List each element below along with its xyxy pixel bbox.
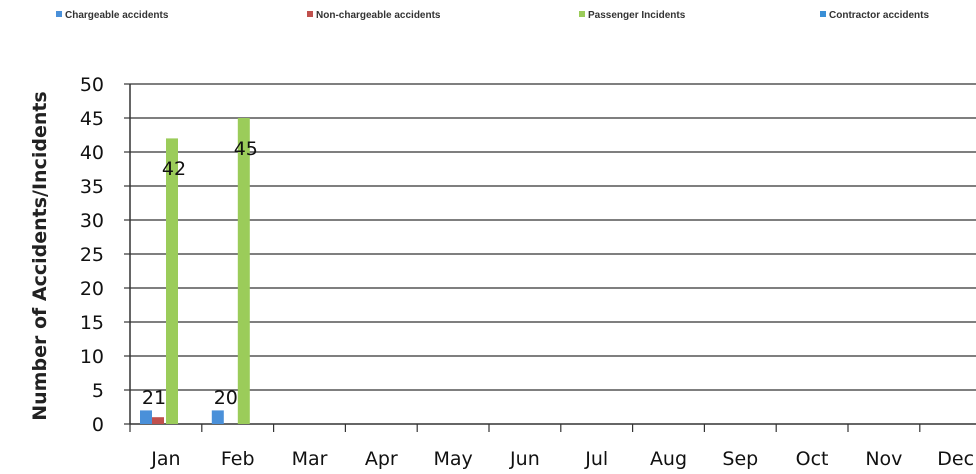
y-tick-label-25: 25 bbox=[80, 244, 104, 266]
gridlines: 0 5 10 15 20 25 30 35 40 45 50 bbox=[80, 74, 976, 436]
bar-passenger-incidents-jan bbox=[166, 138, 178, 424]
y-tick-label-5: 5 bbox=[92, 380, 104, 402]
legend-swatch-3 bbox=[579, 11, 585, 17]
x-tick-label-jul: Jul bbox=[584, 448, 608, 470]
bars bbox=[140, 118, 250, 424]
x-tick-label-nov: Nov bbox=[865, 448, 902, 470]
y-tick-label-40: 40 bbox=[80, 142, 104, 164]
legend-swatch-1 bbox=[56, 11, 62, 17]
legend-label-3: Passenger Incidents bbox=[588, 10, 686, 21]
y-tick-label-15: 15 bbox=[80, 312, 104, 334]
x-tick-label-aug: Aug bbox=[650, 448, 687, 470]
x-tick-label-jun: Jun bbox=[509, 448, 540, 470]
legend-label-1: Chargeable accidents bbox=[65, 10, 169, 21]
legend-label-2: Non-chargeable accidents bbox=[316, 10, 441, 21]
y-tick-label-35: 35 bbox=[80, 176, 104, 198]
x-tick-label-oct: Oct bbox=[796, 448, 829, 470]
y-tick-label-30: 30 bbox=[80, 210, 104, 232]
y-tick-label-50: 50 bbox=[80, 74, 104, 96]
x-tick-label-jan: Jan bbox=[150, 448, 180, 470]
x-tick-label-feb: Feb bbox=[221, 448, 255, 470]
legend: Chargeable accidents Non-chargeable accid… bbox=[56, 10, 929, 21]
bar-non-chargeable-accidents-jan bbox=[152, 417, 164, 424]
data-label-feb-4: 45 bbox=[234, 138, 258, 160]
data-label-feb-3: 20 bbox=[214, 387, 238, 409]
y-tick-label-20: 20 bbox=[80, 278, 104, 300]
x-tick-label-dec: Dec bbox=[937, 448, 974, 470]
data-label-jan-2: 42 bbox=[162, 158, 186, 180]
y-tick-label-10: 10 bbox=[80, 346, 104, 368]
axes: Jan Feb Mar Apr May Jun Jul Aug Sep Oct Nov Dec bbox=[129, 84, 976, 470]
y-tick-label-45: 45 bbox=[80, 108, 104, 130]
x-tick-label-apr: Apr bbox=[365, 448, 398, 470]
data-labels: 21 42 20 45 bbox=[142, 138, 258, 409]
bar-chargeable-accidents-jan bbox=[140, 410, 152, 424]
legend-swatch-4 bbox=[820, 11, 826, 17]
y-axis-label: Number of Accidents/Incidents bbox=[29, 91, 51, 421]
data-label-jan-1: 21 bbox=[142, 387, 166, 409]
x-tick-label-may: May bbox=[433, 448, 472, 470]
bar-passenger-incidents-feb bbox=[237, 118, 250, 424]
bar-chargeable-accidents-feb bbox=[211, 410, 224, 424]
legend-label-4: Contractor accidents bbox=[829, 10, 929, 21]
y-tick-label-0: 0 bbox=[92, 414, 104, 436]
legend-swatch-2 bbox=[307, 11, 313, 17]
x-tick-label-sep: Sep bbox=[722, 448, 758, 470]
x-tick-label-mar: Mar bbox=[292, 448, 328, 470]
